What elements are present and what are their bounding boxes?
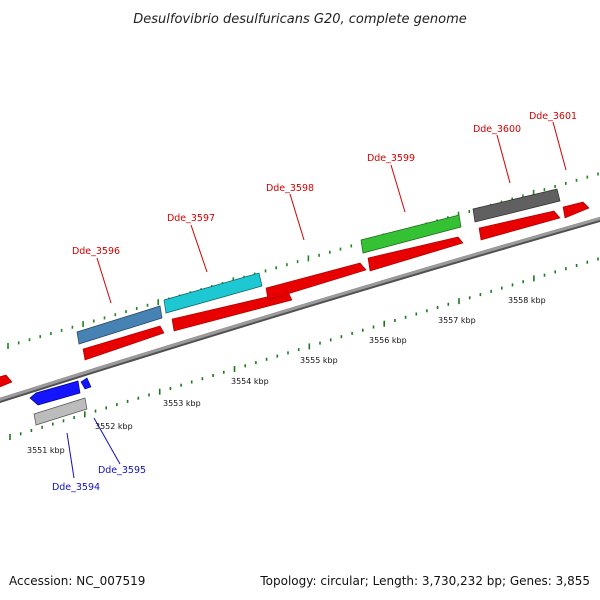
accession-text: Accession: NC_007519 [9, 574, 145, 588]
lower-dotted-track [9, 257, 599, 440]
leader-line [93, 417, 121, 465]
genome-summary-text: Topology: circular; Length: 3,730,232 bp… [259, 574, 590, 588]
gene-label-Dde_3595[interactable]: Dde_3595 [98, 465, 146, 476]
cds-arrow[interactable] [367, 236, 464, 272]
tick-label: 3553 kbp [163, 399, 201, 408]
gene-block-Dde_3596[interactable] [76, 305, 163, 345]
cds-arrow[interactable] [478, 210, 561, 241]
cds-small-reverse[interactable] [80, 377, 92, 390]
gene-label-Dde_3597[interactable]: Dde_3597 [167, 213, 215, 224]
gene-label-Dde_3600[interactable]: Dde_3600 [473, 124, 521, 135]
cds-arrow[interactable] [0, 374, 13, 389]
tick-label: 3556 kbp [369, 336, 407, 345]
tick-label: 3557 kbp [438, 316, 476, 325]
gene-block-Dde_3600[interactable] [472, 188, 561, 223]
cds-arrow[interactable] [562, 201, 590, 219]
cds-reverse-row [29, 377, 92, 426]
tick-labels: 3551 kbp 3552 kbp 3553 kbp 3554 kbp 3555… [27, 296, 546, 455]
cds-arrow[interactable] [265, 262, 367, 301]
upper-dotted-track [7, 172, 599, 349]
leader-line [66, 432, 75, 479]
leader-line [289, 193, 305, 241]
leader-line [390, 164, 406, 213]
cds-arrow[interactable] [82, 325, 165, 361]
gene-block-Dde_3599[interactable] [360, 214, 462, 254]
leader-line [96, 257, 112, 304]
tick-label: 3552 kbp [95, 422, 133, 431]
gene-label-Dde_3596[interactable]: Dde_3596 [72, 246, 120, 257]
gene-labels: Dde_3596 Dde_3597 Dde_3598 Dde_3599 Dde_… [52, 111, 577, 493]
tick-label: 3554 kbp [231, 377, 269, 386]
leader-line [190, 224, 208, 273]
map-title: Desulfovibrio desulfuricans G20, complet… [133, 12, 467, 27]
gene-block-Dde_3597[interactable] [163, 272, 263, 314]
gene-label-Dde_3594[interactable]: Dde_3594 [52, 482, 100, 493]
cds-forward-row [0, 201, 590, 389]
tick-label: 3558 kbp [508, 296, 546, 305]
genome-backbone [0, 216, 600, 401]
gene-label-Dde_3601[interactable]: Dde_3601 [529, 111, 577, 122]
gene-block-Dde_3594[interactable] [33, 397, 88, 426]
gene-color-row [76, 188, 561, 345]
tick-label: 3551 kbp [27, 446, 65, 455]
gene-label-Dde_3599[interactable]: Dde_3599 [367, 153, 415, 164]
gene-block-Dde_3595[interactable] [29, 380, 81, 406]
leader-line [496, 134, 511, 184]
leader-line [552, 121, 567, 171]
cds-arrow[interactable] [171, 291, 293, 332]
tick-label: 3555 kbp [300, 356, 338, 365]
gene-label-Dde_3598[interactable]: Dde_3598 [266, 183, 314, 194]
